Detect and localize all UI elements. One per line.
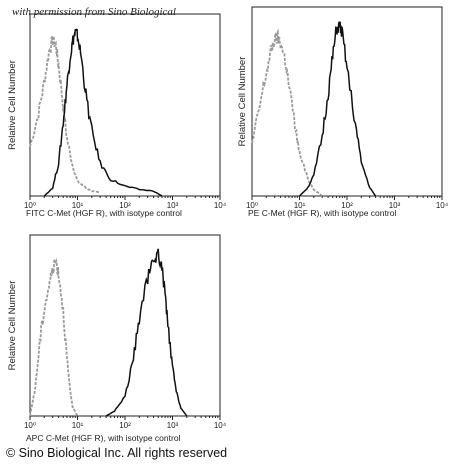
x-tick-label: 10³ [167,421,179,430]
isotype-control-line [29,35,101,194]
x-tick-label: 10⁰ [24,421,36,430]
x-tick-label: 10⁰ [246,201,258,210]
c-met-histogram-line [298,21,377,197]
x-tick-label: 10⁰ [24,201,36,210]
x-tick-label: 10² [119,421,131,430]
x-tick-label: 10⁴ [214,201,227,210]
isotype-control-line [251,28,323,197]
histogram-pe: 10⁰ 10¹ 10² 10³ 10⁴ Relative Cell Number PE C-… [237,6,449,218]
x-axis-label: PE C-Met (HGF R), with isotype control [248,208,396,218]
x-axis-label: FITC C-Met (HGF R), with isotype control [26,208,182,218]
histogram-fitc: 10⁰ 10¹ 10² 10³ 10⁴ Relative Cell Number FITC … [7,13,227,218]
y-axis-label: Relative Cell Number [7,281,18,371]
y-axis-label: Relative Cell Number [7,60,18,150]
x-tick-label: 10³ [389,201,401,210]
copyright-footer: © Sino Biological Inc. All rights reserv… [6,446,228,460]
histogram-apc: 10⁰ 10¹ 10² 10³ 10⁴ Relative Cell Number APC C… [7,234,227,443]
c-met-histogram-line [105,248,188,417]
x-tick-label: 10² [341,201,353,210]
plot-frame [29,234,221,417]
x-tick-label: 10² [119,201,131,210]
x-tick-label: 10³ [167,201,179,210]
x-tick-label: 10¹ [72,421,84,430]
x-tick-label: 10⁴ [214,421,227,430]
isotype-control-line [29,257,79,417]
x-tick-label: 10¹ [294,201,306,210]
watermark-text: with permission from Sino Biological [12,6,176,18]
x-tick-label: 10¹ [72,201,84,210]
c-met-histogram-line [43,28,163,197]
x-axis-label: APC C-Met (HGF R), with isotype control [26,433,181,443]
y-axis-label: Relative Cell Number [237,57,248,147]
plot-frame [251,6,443,197]
x-tick-label: 10⁴ [436,201,449,210]
